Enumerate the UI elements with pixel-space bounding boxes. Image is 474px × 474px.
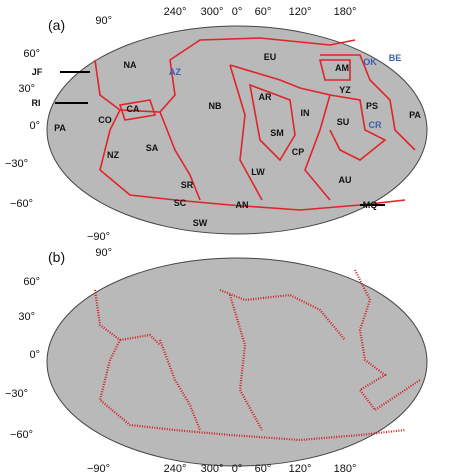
map-a [46,25,428,235]
lat-label: −30° [5,158,28,170]
lat-label: 60° [23,276,40,288]
plate-label: NA [124,60,137,70]
plate-label: AZ [169,67,181,77]
lat-label: 0° [29,120,40,132]
plate-label: RI [32,98,41,108]
plate-label: PA [54,123,66,133]
plate-label: AN [236,200,249,210]
lon-label: 60° [255,6,272,18]
plate-label: AM [335,63,349,73]
lat-label: 90° [95,15,112,27]
lat-label: 90° [95,247,112,259]
plate-label: JF [32,67,43,77]
plate-label: OK [363,57,377,67]
lon-label: 0° [232,463,243,474]
plate-label: EU [264,52,277,62]
panel-label: (a) [48,17,65,33]
seismicity [93,269,421,442]
plate-label: SA [146,143,159,153]
plate-boundaries [94,37,416,211]
plate-label: CA [127,104,140,114]
plate-label: SU [337,117,350,127]
plate-label: PS [366,101,378,111]
lat-label: −60° [10,429,33,441]
plate-label: YZ [339,85,351,95]
plate-label: SW [193,218,208,228]
lon-label: 120° [289,463,312,474]
lon-label: 0° [232,6,243,18]
plate-label: AU [339,175,352,185]
lat-label: 0° [29,349,40,361]
plate-label: NZ [107,150,119,160]
lon-label: 180° [334,463,357,474]
lon-label: 60° [255,463,272,474]
plate-label: SC [174,198,187,208]
plate-label: CR [369,120,382,130]
plate-label: SM [270,128,284,138]
lat-label: −90° [87,463,110,474]
lon-label: 240° [164,463,187,474]
lon-label: 180° [334,6,357,18]
lon-label: 240° [164,6,187,18]
lat-label: 30° [18,311,35,323]
panel-label: (b) [48,249,65,265]
lon-label: 300° [201,6,224,18]
plate-label: MQ [363,200,378,210]
plate-label: IN [301,108,310,118]
plate-label: LW [251,167,265,177]
map-b [46,257,428,467]
plate-label: NB [209,101,222,111]
plate-label: SR [181,180,194,190]
lat-label: 60° [23,48,40,60]
lat-label: −60° [10,198,33,210]
lat-label: −30° [5,388,28,400]
lon-label: 300° [201,463,224,474]
plate-label: BE [389,53,402,63]
plate-label: CO [98,115,112,125]
lat-label: 30° [18,83,35,95]
plate-label: CP [292,147,305,157]
plate-label: PA [409,110,421,120]
lon-label: 120° [289,6,312,18]
plate-label: AR [259,92,272,102]
lat-label: −90° [87,231,110,243]
